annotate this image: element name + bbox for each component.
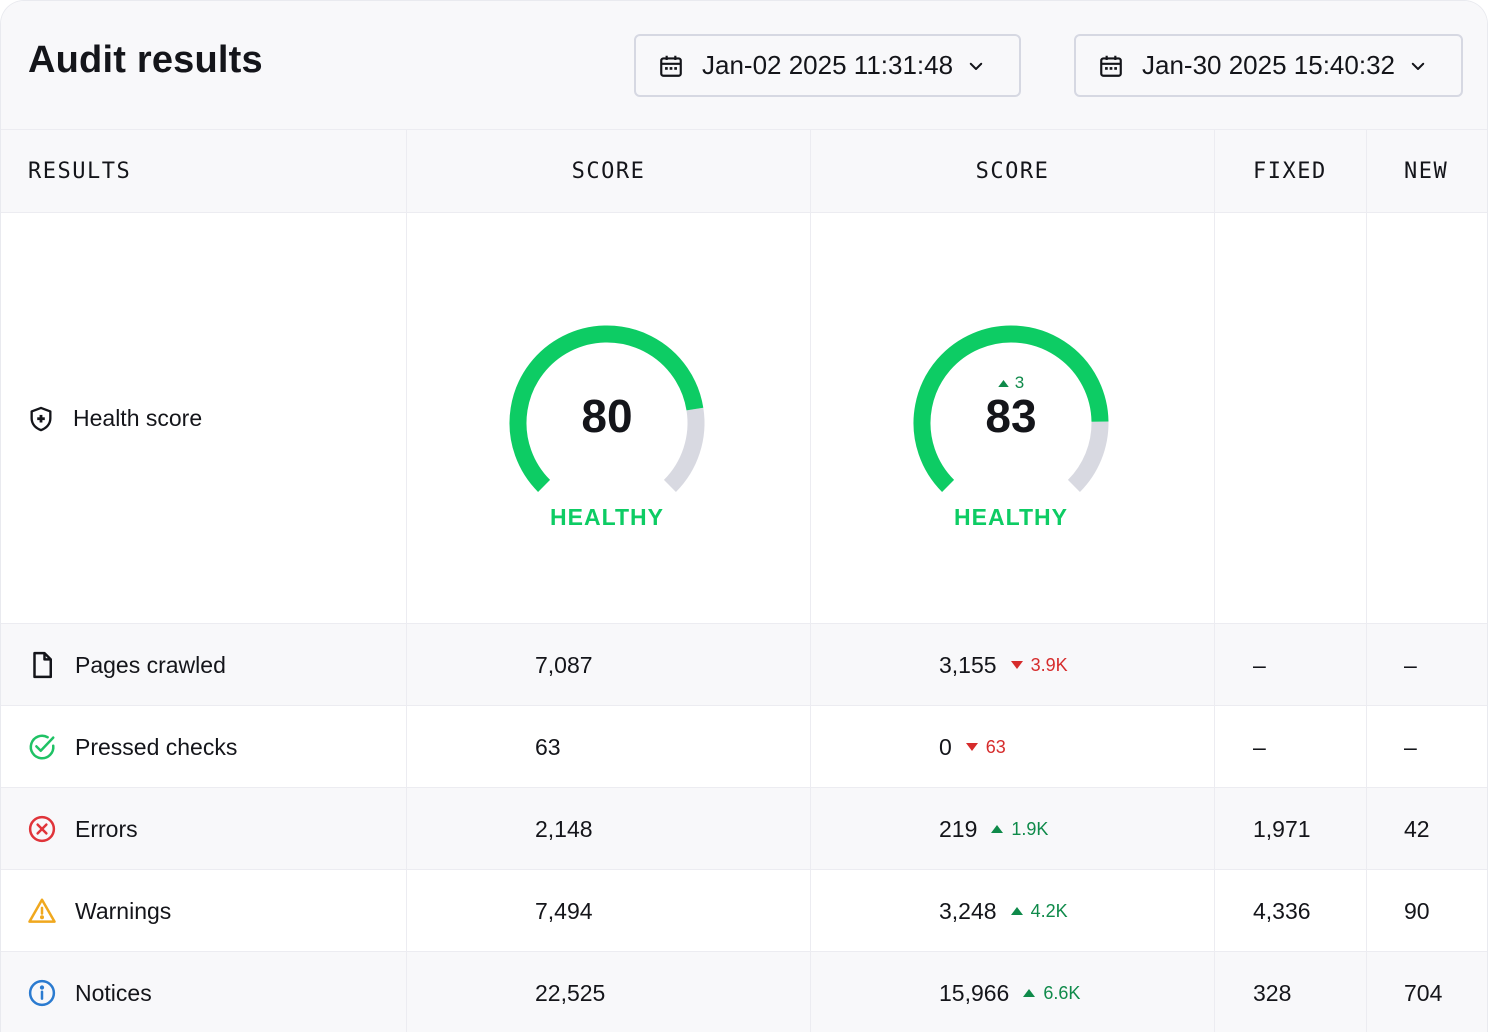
fixed-cell: – <box>1253 733 1266 760</box>
column-divider <box>406 130 407 1032</box>
delta-up: 1.9K <box>991 819 1048 840</box>
info-circle-icon <box>28 979 56 1007</box>
table-row-pressed-checks: Pressed checks 63 0 63 – – <box>1 706 1487 788</box>
date-to-picker[interactable]: Jan-30 2025 15:40:32 <box>1074 34 1463 97</box>
gauge-arc <box>913 325 1109 492</box>
chevron-down-icon <box>1411 62 1425 70</box>
score-from-cell: 7,087 <box>535 651 593 678</box>
arrow-down-icon <box>965 743 978 751</box>
check-circle-icon <box>29 734 55 760</box>
fixed-cell: 328 <box>1253 979 1292 1006</box>
arrow-up-icon <box>998 380 1009 388</box>
chevron-down-icon <box>969 62 983 70</box>
delta-up: 6.6K <box>1023 983 1080 1004</box>
score-to-cell: 15,966 6.6K <box>939 979 1081 1006</box>
score-from-cell: 7,494 <box>535 897 593 924</box>
column-header-new: NEW <box>1404 159 1449 184</box>
score-from-cell: 2,148 <box>535 815 593 842</box>
row-label: Errors <box>27 788 138 870</box>
delta-down: 63 <box>965 737 1006 758</box>
table-header: RESULTS SCORE SCORE FIXED NEW <box>1 130 1487 213</box>
date-from-value: Jan-02 2025 11:31:48 <box>702 50 954 80</box>
score-to-cell: 0 63 <box>939 733 1006 760</box>
page-title: Audit results <box>28 39 263 81</box>
x-circle-icon <box>28 815 56 843</box>
score-to-cell: 3,155 3.9K <box>939 651 1068 678</box>
arrow-up-icon <box>991 825 1004 833</box>
row-label-text: Health score <box>73 405 203 431</box>
calendar-icon <box>1100 55 1122 77</box>
delta-down: 3.9K <box>1010 655 1068 676</box>
column-header-fixed: FIXED <box>1253 159 1327 184</box>
row-label: Pages crawled <box>27 624 226 706</box>
arrow-up-icon <box>1010 907 1023 915</box>
score-to-cell: 219 1.9K <box>939 815 1049 842</box>
table-row-health-score: Health score 80 HEALTHY 3 83 HEALTHY <box>1 213 1487 624</box>
shield-plus-icon <box>30 406 52 431</box>
delta-up: 4.2K <box>1010 901 1068 922</box>
table-row-pages-crawled: Pages crawled 7,087 3,155 3.9K – – <box>1 624 1487 706</box>
row-label: Health score <box>27 213 202 624</box>
new-cell: 90 <box>1404 897 1430 924</box>
date-from-picker[interactable]: Jan-02 2025 11:31:48 <box>634 34 1021 97</box>
health-score-delta: 3 <box>906 373 1116 393</box>
card-header: Audit results Jan-02 2025 11:31:48 <box>1 1 1487 130</box>
row-label: Pressed checks <box>27 706 237 788</box>
score-to-cell: 3,248 4.2K <box>939 897 1068 924</box>
arrow-down-icon <box>1010 661 1023 669</box>
row-label: Notices <box>27 952 152 1032</box>
row-label-text: Notices <box>75 979 152 1006</box>
new-cell: – <box>1404 733 1417 760</box>
column-divider <box>1366 130 1367 1032</box>
warning-triangle-icon <box>28 898 56 923</box>
table-row-warnings: Warnings 7,494 3,248 4.2K 4,336 90 <box>1 870 1487 952</box>
column-header-score-to: SCORE <box>975 159 1050 184</box>
gauge-arc <box>509 325 705 492</box>
score-from-cell: 63 <box>535 733 561 760</box>
fixed-cell: – <box>1253 651 1266 678</box>
health-gauge-from: 80 HEALTHY <box>502 319 712 549</box>
row-label-text: Pressed checks <box>75 733 238 760</box>
fixed-cell: 1,971 <box>1253 815 1311 842</box>
health-status: HEALTHY <box>954 504 1068 530</box>
row-label: Warnings <box>27 870 171 952</box>
health-score-value: 80 <box>581 390 633 442</box>
health-status: HEALTHY <box>550 504 664 530</box>
calendar-icon <box>660 55 682 77</box>
fixed-cell: 4,336 <box>1253 897 1311 924</box>
document-icon <box>33 651 52 679</box>
date-to-value: Jan-30 2025 15:40:32 <box>1142 50 1395 80</box>
row-label-text: Errors <box>75 815 138 842</box>
column-divider <box>1214 130 1215 1032</box>
health-gauge-to: 3 83 HEALTHY <box>906 319 1116 549</box>
table-row-notices: Notices 22,525 15,966 6.6K 328 704 <box>1 952 1487 1032</box>
new-cell: 42 <box>1404 815 1430 842</box>
health-score-value: 83 <box>985 390 1037 442</box>
row-label-text: Warnings <box>75 897 172 924</box>
column-header-results: RESULTS <box>28 159 132 184</box>
arrow-up-icon <box>1023 989 1036 997</box>
row-label-text: Pages crawled <box>75 651 226 678</box>
column-header-score-from: SCORE <box>571 159 646 184</box>
new-cell: – <box>1404 651 1417 678</box>
table-row-errors: Errors 2,148 219 1.9K 1,971 42 <box>1 788 1487 870</box>
score-from-cell: 22,525 <box>535 979 606 1006</box>
new-cell: 704 <box>1404 979 1443 1006</box>
column-divider <box>810 130 811 1032</box>
